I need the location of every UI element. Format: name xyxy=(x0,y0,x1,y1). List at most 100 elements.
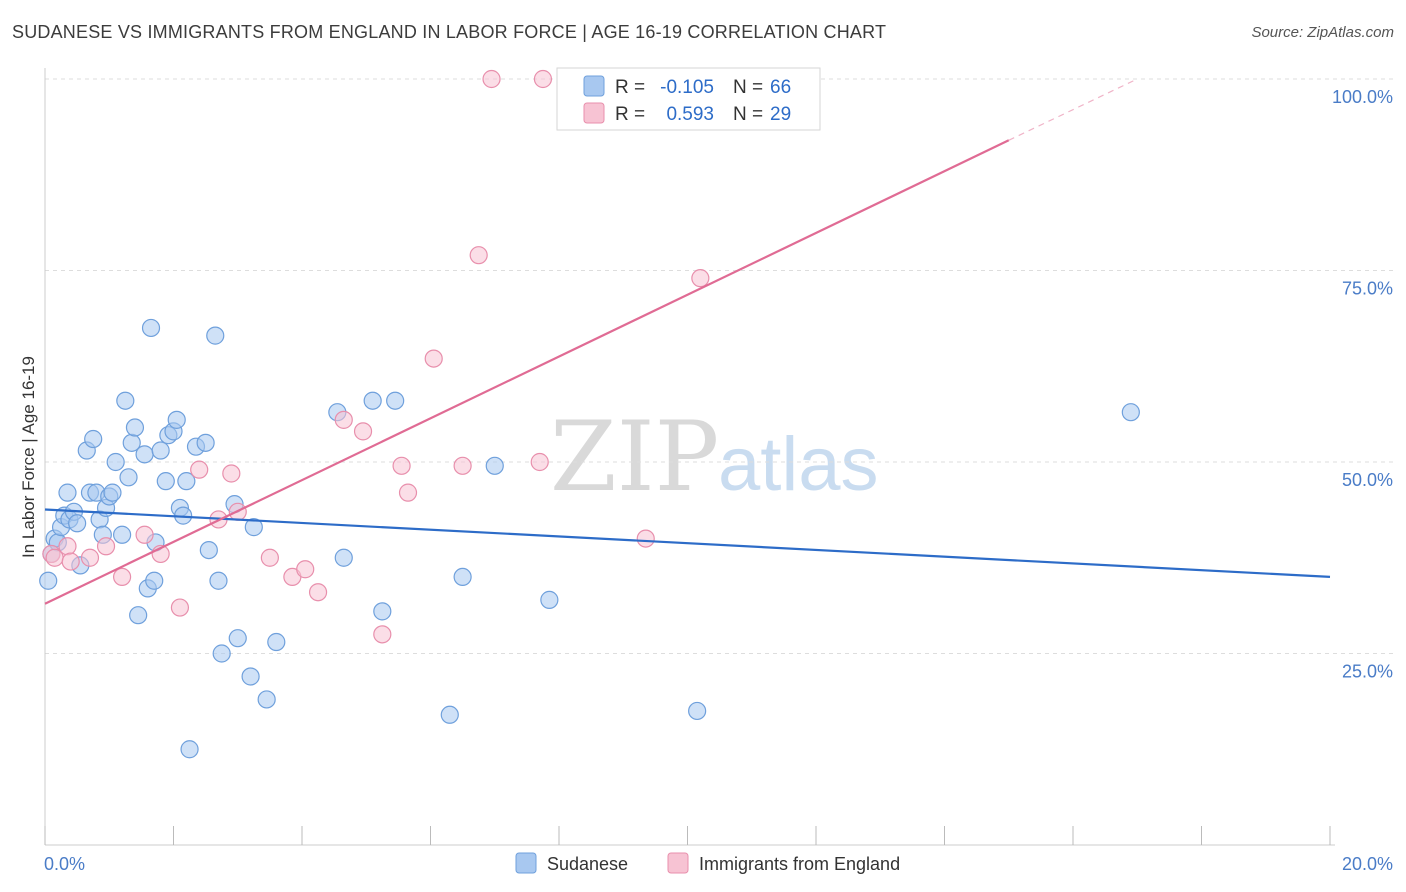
point-sudanese-43 xyxy=(199,540,218,560)
point-sudanese-20 xyxy=(106,452,125,472)
point-sudanese-58 xyxy=(440,705,459,724)
point-sudanese-36 xyxy=(167,410,186,429)
legend-label-england: Immigrants from England xyxy=(699,854,900,874)
point-sudanese-59 xyxy=(453,567,472,587)
point-england-20 xyxy=(373,625,392,644)
trend-line-england-extension xyxy=(1008,78,1138,141)
grid-lines xyxy=(45,78,1393,654)
point-sudanese-42 xyxy=(196,433,215,452)
point-england-5 xyxy=(96,537,116,556)
point-sudanese-30 xyxy=(145,571,164,590)
point-sudanese-50 xyxy=(244,518,263,537)
point-sudanese-45 xyxy=(209,571,228,590)
trend-lines xyxy=(44,78,1331,605)
point-sudanese-21 xyxy=(112,525,132,544)
stats-legend-swatch-sudanese xyxy=(583,75,605,97)
trend-line-england xyxy=(44,139,1010,605)
point-sudanese-27 xyxy=(135,445,154,464)
x-tick-label-max: 20.0% xyxy=(1342,854,1393,874)
point-england-27 xyxy=(530,452,549,472)
series-england-points xyxy=(42,69,710,644)
legend-swatch-england xyxy=(667,852,689,874)
point-sudanese-46 xyxy=(212,644,231,663)
point-england-12 xyxy=(222,464,241,483)
stats-n-label-england: N = xyxy=(733,104,763,125)
y-tick-label-50: 50.0% xyxy=(1342,470,1393,490)
point-sudanese-62 xyxy=(688,701,707,721)
point-england-16 xyxy=(296,560,315,579)
point-sudanese-57 xyxy=(386,391,405,410)
point-sudanese-63 xyxy=(1121,403,1140,422)
bottom-legend: Sudanese Immigrants from England xyxy=(515,852,900,874)
point-sudanese-33 xyxy=(156,472,175,491)
point-england-3 xyxy=(61,552,80,571)
point-england-6 xyxy=(112,567,132,587)
point-england-23 xyxy=(424,349,443,368)
stats-r-value-england: 0.593 xyxy=(666,104,714,125)
point-sudanese-61 xyxy=(540,590,559,609)
stats-r-value-sudanese: -0.105 xyxy=(660,77,714,98)
stats-n-value-sudanese: 66 xyxy=(770,77,791,98)
y-tick-label-75: 75.0% xyxy=(1342,279,1393,299)
point-sudanese-40 xyxy=(180,740,199,759)
point-sudanese-54 xyxy=(334,548,353,567)
point-england-10 xyxy=(190,460,209,479)
point-sudanese-19 xyxy=(103,483,122,502)
stats-r-label-england: R = xyxy=(615,104,645,125)
point-sudanese-48 xyxy=(228,629,247,648)
stats-n-value-england: 29 xyxy=(770,104,791,125)
point-england-24 xyxy=(453,456,472,475)
x-axis-ticks xyxy=(44,826,1331,845)
y-tick-label-100: 100.0% xyxy=(1332,87,1393,107)
legend-swatch-sudanese xyxy=(515,852,537,874)
legend-label-sudanese: Sudanese xyxy=(547,854,628,874)
stats-n-label-sudanese: N = xyxy=(733,77,763,98)
y-tick-label-25: 25.0% xyxy=(1342,662,1393,682)
point-england-17 xyxy=(308,583,328,602)
point-sudanese-13 xyxy=(84,429,103,449)
point-sudanese-51 xyxy=(257,690,276,709)
watermark-atlas: atlas xyxy=(718,422,879,507)
stats-legend-swatch-england xyxy=(583,102,605,124)
point-sudanese-6 xyxy=(58,483,77,502)
stats-r-label-sudanese: R = xyxy=(615,77,645,98)
point-england-28 xyxy=(533,69,553,89)
point-sudanese-39 xyxy=(177,472,196,491)
point-sudanese-55 xyxy=(363,391,382,410)
point-england-9 xyxy=(170,598,190,617)
y-axis-label: In Labor Force | Age 16-19 xyxy=(19,356,38,558)
point-england-29 xyxy=(636,529,655,548)
point-sudanese-56 xyxy=(373,602,392,621)
trend-line-sudanese xyxy=(44,508,1331,578)
point-sudanese-29 xyxy=(141,318,161,338)
point-sudanese-44 xyxy=(206,326,225,345)
point-england-26 xyxy=(482,69,501,89)
point-england-22 xyxy=(398,483,418,502)
point-england-21 xyxy=(392,456,411,475)
point-england-4 xyxy=(80,548,100,567)
point-sudanese-23 xyxy=(119,468,138,487)
point-sudanese-22 xyxy=(116,391,135,410)
stats-legend: R = -0.105 N = 66 R = 0.593 N = 29 xyxy=(556,67,821,131)
point-england-25 xyxy=(469,246,488,265)
y-tick-labels: 25.0% 50.0% 75.0% 100.0% xyxy=(1332,87,1393,682)
point-england-14 xyxy=(260,548,279,567)
source-label: Source: ZipAtlas.com xyxy=(1251,24,1394,41)
point-sudanese-9 xyxy=(68,514,87,533)
point-sudanese-32 xyxy=(151,441,170,460)
watermark-zip: ZIP xyxy=(550,401,719,513)
point-england-2 xyxy=(58,537,77,556)
x-tick-label-min: 0.0% xyxy=(44,854,85,874)
point-sudanese-60 xyxy=(485,456,504,475)
point-sudanese-26 xyxy=(129,606,148,625)
chart-title: SUDANESE VS IMMIGRANTS FROM ENGLAND IN L… xyxy=(12,22,887,42)
point-england-30 xyxy=(691,269,710,288)
point-england-19 xyxy=(353,422,373,441)
point-sudanese-0 xyxy=(39,571,58,590)
series-sudanese-points xyxy=(39,318,1140,759)
point-england-7 xyxy=(135,525,154,544)
point-england-18 xyxy=(334,410,353,429)
point-sudanese-49 xyxy=(241,667,260,686)
point-sudanese-52 xyxy=(267,632,286,652)
